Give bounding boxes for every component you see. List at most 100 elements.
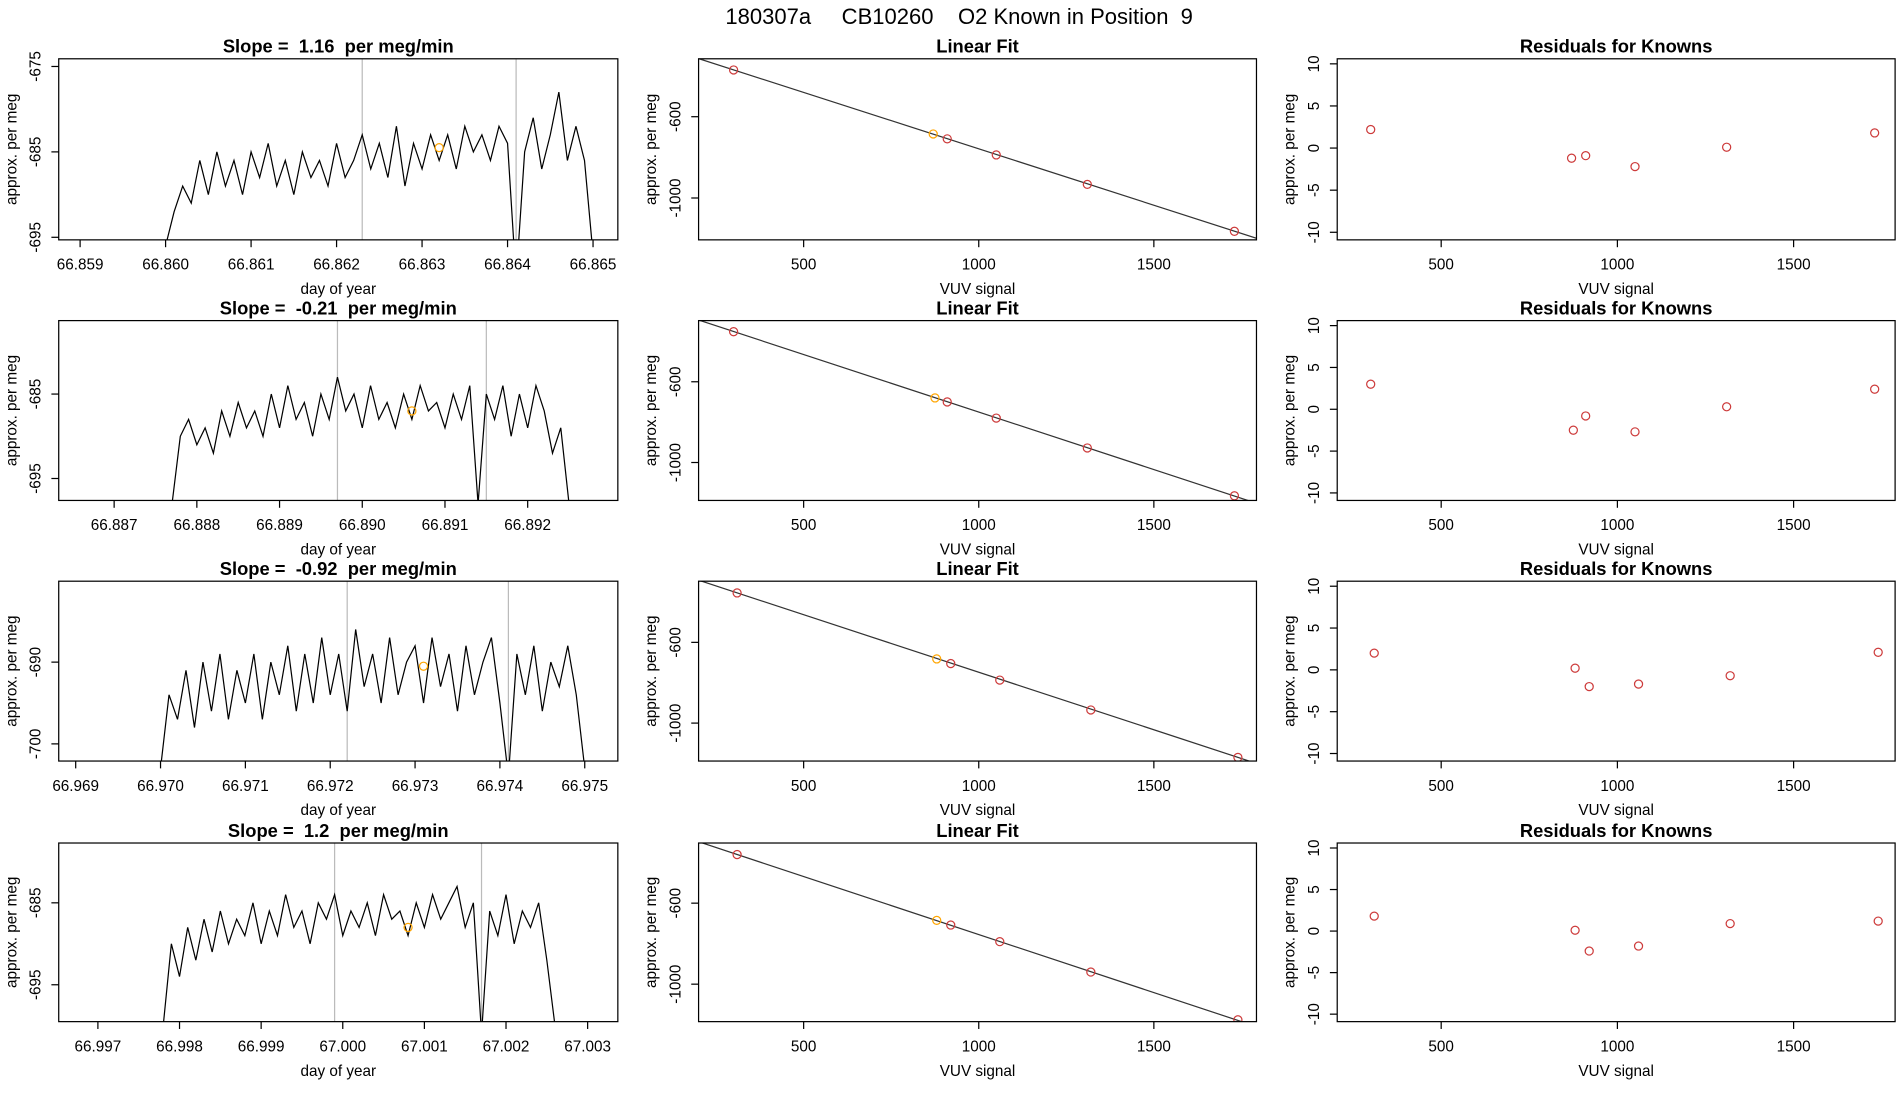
x-tick-label: 66.891 (422, 517, 469, 534)
data-point (1233, 1015, 1243, 1022)
panel-title: Residuals for Knowns (1520, 297, 1713, 318)
x-tick-label: 66.999 (238, 1038, 285, 1055)
plot-area (163, 843, 556, 1022)
x-tick-label: 1000 (962, 517, 996, 534)
data-point (942, 134, 952, 144)
x-tick-label: 1000 (962, 1038, 996, 1055)
x-axis-label: VUV signal (1578, 802, 1654, 819)
y-tick-label: 0 (1306, 666, 1323, 675)
plot-area (1366, 124, 1880, 172)
y-tick-label: 10 (1306, 55, 1323, 72)
plot-area (171, 320, 570, 501)
x-tick-label: 66.973 (392, 778, 439, 795)
plot-frame (697, 58, 1258, 241)
x-axis-label: VUV signal (1578, 542, 1654, 559)
series-line (166, 91, 593, 240)
x-tick-label: 1000 (1600, 1038, 1634, 1055)
plot-area (699, 581, 1252, 762)
x-tick-label: 500 (1428, 517, 1454, 534)
plot-frame (697, 319, 1258, 502)
y-tick-label: -600 (668, 627, 685, 658)
y-axis-label: approx. per meg (1282, 877, 1299, 988)
plot-frame (58, 319, 619, 502)
x-axis-label: VUV signal (940, 1063, 1016, 1080)
data-point (1369, 648, 1379, 658)
y-axis-label: approx. per meg (643, 355, 660, 466)
y-axis-label: approx. per meg (3, 877, 20, 988)
plot-area (1369, 911, 1883, 956)
data-point (1082, 179, 1092, 190)
panel-title: Residuals for Knowns (1520, 820, 1713, 841)
y-tick-label: -1000 (668, 704, 685, 743)
y-axis-label: approx. per meg (1282, 355, 1299, 466)
y-tick-label: -700 (28, 729, 45, 760)
x-tick-label: 66.974 (477, 778, 524, 795)
data-point (1630, 427, 1640, 437)
y-tick-label: -10 (1306, 742, 1323, 764)
plot-frame (697, 580, 1258, 762)
x-tick-label: 66.861 (228, 257, 275, 274)
data-point (1870, 128, 1880, 138)
y-tick-label: -695 (28, 222, 45, 253)
x-tick-label: 500 (1428, 1038, 1454, 1055)
y-tick-label: -1000 (668, 178, 685, 217)
y-tick-label: -685 (28, 379, 45, 410)
x-tick-label: 1500 (1137, 778, 1171, 795)
x-tick-label: 1000 (1600, 257, 1634, 274)
data-point (1086, 967, 1096, 977)
plot-frame (1336, 842, 1896, 1023)
x-tick-label: 67.001 (401, 1038, 448, 1055)
plot-area (160, 581, 585, 762)
data-point (1566, 153, 1577, 163)
data-point (1584, 946, 1594, 956)
x-tick-label: 66.864 (484, 257, 531, 274)
x-tick-label: 66.888 (173, 517, 220, 534)
plot-area (698, 58, 1257, 239)
y-tick-label: -5 (1306, 183, 1323, 197)
y-tick-label: 10 (1306, 839, 1323, 856)
x-tick-label: 500 (1428, 778, 1454, 795)
data-point (403, 922, 413, 933)
data-point (1873, 916, 1883, 926)
y-tick-label: -5 (1306, 444, 1323, 458)
y-axis-label: approx. per meg (643, 877, 660, 988)
x-tick-label: 67.000 (319, 1038, 366, 1055)
y-axis-label: approx. per meg (643, 615, 660, 726)
data-point (991, 413, 1001, 423)
y-tick-label: -695 (28, 969, 45, 1000)
data-point (1233, 752, 1243, 762)
y-tick-label: -685 (28, 888, 45, 919)
data-point (1581, 150, 1591, 161)
x-tick-label: 66.970 (137, 778, 184, 795)
x-tick-label: 500 (791, 517, 817, 534)
data-point (1581, 411, 1591, 421)
x-tick-label: 1500 (1137, 517, 1171, 534)
y-tick-label: -10 (1306, 482, 1323, 504)
data-point (930, 393, 940, 403)
data-point (1725, 671, 1735, 681)
data-point (1366, 379, 1376, 389)
plot-area (698, 320, 1250, 501)
data-point (732, 588, 742, 598)
data-point (1229, 226, 1240, 236)
x-tick-label: 66.863 (399, 257, 446, 274)
data-point (995, 936, 1005, 947)
data-point (1584, 681, 1594, 692)
x-tick-label: 1000 (1600, 778, 1634, 795)
y-tick-label: -600 (668, 101, 685, 132)
x-tick-label: 66.998 (156, 1038, 203, 1055)
data-point (991, 150, 1001, 160)
panel-title: Residuals for Knowns (1520, 36, 1713, 57)
x-tick-label: 66.975 (561, 778, 608, 795)
data-point (728, 65, 739, 75)
y-axis-label: approx. per meg (1282, 94, 1299, 205)
y-tick-label: 0 (1306, 405, 1323, 414)
x-tick-label: 1500 (1777, 778, 1811, 795)
y-tick-label: -600 (668, 366, 685, 397)
x-tick-label: 67.002 (483, 1038, 530, 1055)
panel-title: Slope = -0.21 per meg/min (220, 297, 457, 318)
y-tick-label: 10 (1306, 317, 1323, 334)
x-axis-label: VUV signal (940, 802, 1016, 819)
y-tick-label: 5 (1306, 885, 1323, 894)
data-point (1870, 384, 1880, 394)
